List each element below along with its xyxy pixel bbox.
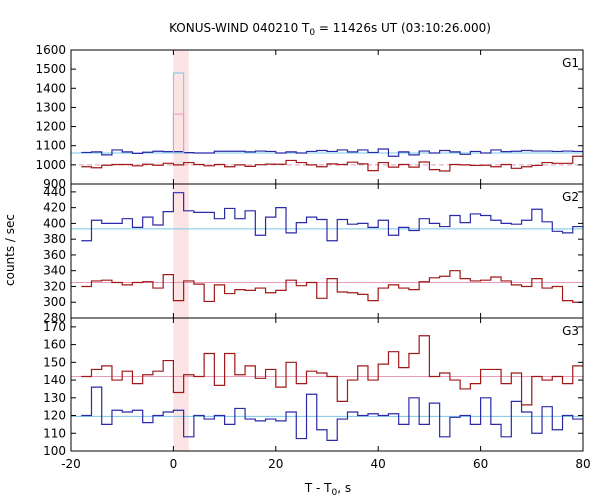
x-tick-label: 20 — [268, 457, 283, 471]
y-tick-label: 150 — [43, 355, 66, 369]
y-tick-label: 160 — [43, 338, 66, 352]
g3-series-0 — [81, 386, 583, 441]
y-tick-label: 400 — [43, 216, 66, 230]
panel-g1 — [71, 72, 583, 172]
x-tick-label: -20 — [61, 457, 81, 471]
y-tick-label: 120 — [43, 409, 66, 423]
x-tick-label: 60 — [473, 457, 488, 471]
panel-label-g3: G3 — [562, 324, 579, 338]
x-tick-label: 80 — [575, 457, 590, 471]
y-tick-label: 1400 — [35, 81, 66, 95]
g1-series-0 — [81, 148, 583, 157]
y-tick-label: 300 — [43, 295, 66, 309]
y-tick-label: 900 — [43, 177, 66, 191]
g3-series-1 — [81, 335, 583, 406]
panel-frame-g3 — [70, 317, 584, 452]
panel-g3 — [71, 335, 583, 441]
y-tick-label: 130 — [43, 391, 66, 405]
y-tick-label: 440 — [43, 185, 66, 199]
y-tick-label: 170 — [43, 320, 66, 334]
y-tick-label: 1300 — [35, 100, 66, 114]
x-axis-label: T - T0, s — [304, 481, 351, 498]
y-axis-label: counts / sec — [3, 214, 17, 286]
x-tick-label: 40 — [371, 457, 386, 471]
y-tick-label: 360 — [43, 248, 66, 262]
y-tick-label: 1100 — [35, 139, 66, 153]
y-tick-label: 100 — [43, 444, 66, 458]
y-tick-label: 1500 — [35, 62, 66, 76]
g2-series-1 — [81, 270, 583, 303]
panel-label-g1: G1 — [562, 56, 579, 70]
y-tick-label: 380 — [43, 232, 66, 246]
y-tick-label: 320 — [43, 279, 66, 293]
y-tick-label: 140 — [43, 373, 66, 387]
y-tick-label: 1600 — [35, 43, 66, 57]
g2-series-0 — [81, 192, 583, 242]
y-tick-label: 340 — [43, 264, 66, 278]
trigger-interval-band — [173, 50, 189, 451]
y-tick-label: 110 — [43, 426, 66, 440]
y-tick-label: 420 — [43, 201, 66, 215]
x-tick-label: 0 — [170, 457, 178, 471]
y-tick-label: 280 — [43, 311, 66, 325]
g1-series-1 — [81, 155, 583, 172]
y-tick-label: 1000 — [35, 158, 66, 172]
panel-g2 — [71, 192, 583, 303]
panel-label-g2: G2 — [562, 190, 579, 204]
y-tick-label: 1200 — [35, 120, 66, 134]
chart-title: KONUS-WIND 040210 T0 = 11426s UT (03:10:… — [169, 21, 491, 38]
g1-peak-step-3 — [172, 113, 185, 153]
g1-peak-step-2 — [172, 72, 185, 153]
